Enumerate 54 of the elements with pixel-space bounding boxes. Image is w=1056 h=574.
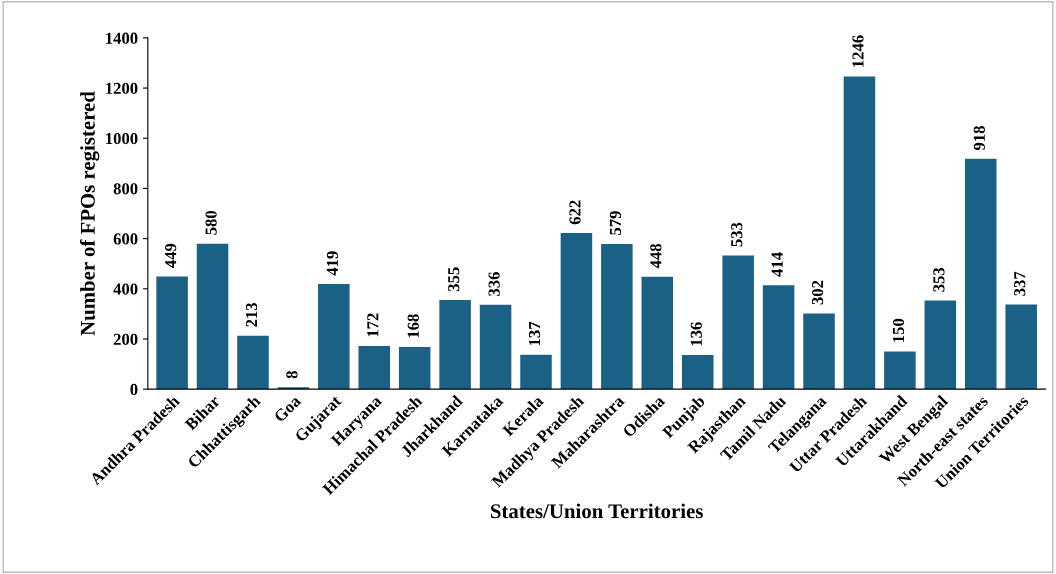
data-label: 353 [933,267,945,292]
bar [884,351,916,390]
data-label: 337 [1014,271,1026,296]
bar [641,276,674,390]
data-label: 419 [326,251,338,276]
data-label: 172 [367,313,379,337]
data-label: 336 [488,272,500,296]
bar [722,255,754,390]
bar [196,243,229,390]
data-label: 137 [528,321,541,346]
y-tick-label: 1400 [106,32,138,44]
data-label: 414 [771,252,783,277]
data-label: 213 [245,302,258,327]
data-label: 580 [205,210,217,235]
data-label: 355 [448,267,460,292]
data-label: 168 [407,314,419,338]
data-label: 8 [286,371,298,379]
bar [237,335,269,390]
bar [398,347,431,390]
data-label: 302 [811,280,824,305]
y-tick-label: 600 [113,233,138,245]
data-label: 579 [609,211,622,235]
y-tick-label: 0 [130,383,138,396]
data-label: 533 [731,222,743,247]
y-axis-title: Number of FPOs registered [79,91,100,336]
bar [924,300,957,390]
bar [479,304,512,390]
bar [681,355,714,390]
bar [156,276,188,390]
y-tick-label: 1000 [106,132,138,145]
y-tick-label: 800 [113,183,138,195]
data-label: 448 [650,243,662,269]
bar [1005,304,1037,390]
data-label: 136 [690,322,702,346]
bar [277,387,310,390]
data-label: 1246 [852,35,864,67]
x-axis-title: States/Union Territories [490,503,703,519]
bar [358,346,391,390]
bar [439,300,471,390]
y-tick-label: 400 [113,283,138,295]
bar [964,158,997,390]
bar [762,285,795,390]
data-label: 622 [569,200,581,225]
bar [843,76,876,390]
data-label: 449 [165,243,177,268]
bar [560,233,593,390]
bar [803,313,835,390]
bar [318,284,350,390]
bar [601,243,633,390]
y-tick-label: 1200 [106,82,138,95]
bar [520,354,552,390]
data-label: 150 [892,318,905,342]
data-label: 918 [973,126,985,151]
y-tick-label: 200 [113,333,138,345]
